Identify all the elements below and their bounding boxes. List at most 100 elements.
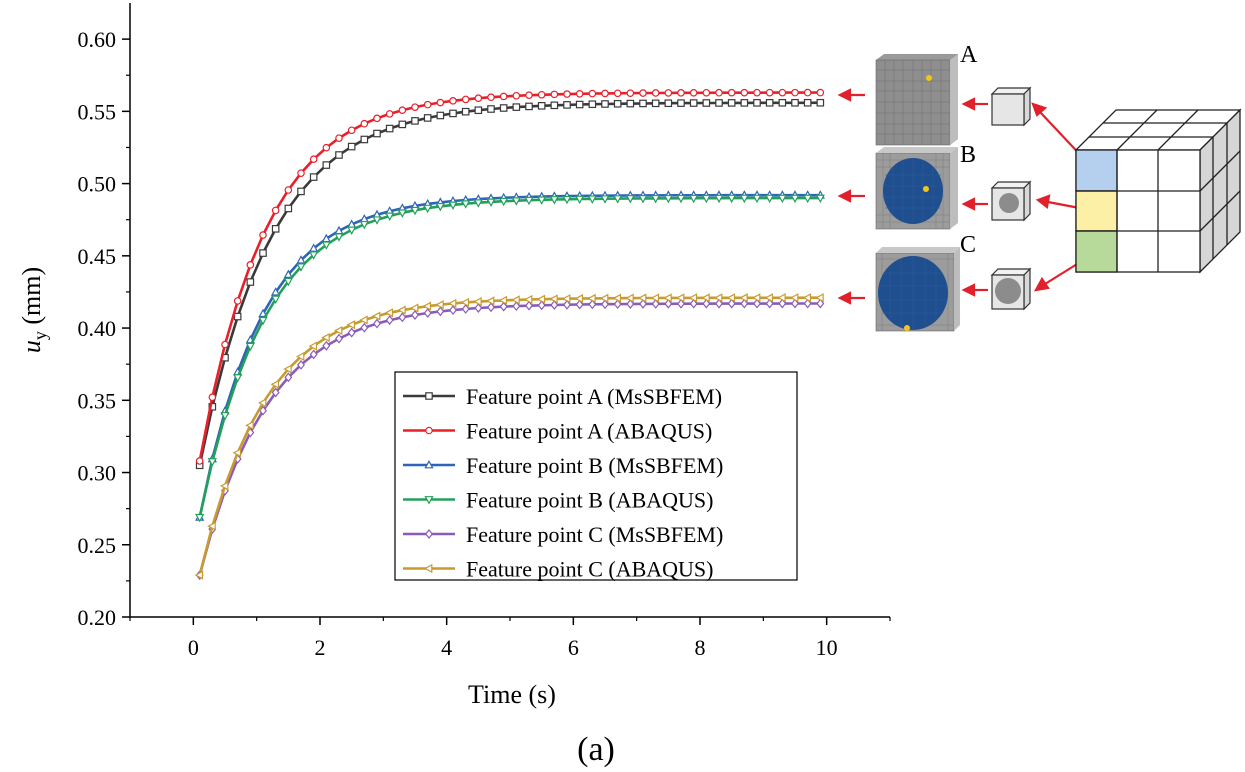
data-point xyxy=(334,233,344,242)
data-point xyxy=(574,293,584,304)
data-point xyxy=(727,298,736,309)
data-point xyxy=(499,301,508,312)
data-point xyxy=(789,293,799,303)
data-point xyxy=(778,298,787,309)
data-point xyxy=(676,194,686,204)
data-point xyxy=(663,194,673,204)
data-point xyxy=(435,202,445,212)
data-point xyxy=(751,293,761,303)
data-point xyxy=(587,195,597,204)
data-point xyxy=(308,341,318,351)
data-point xyxy=(512,103,521,111)
data-point xyxy=(511,197,521,206)
data-point xyxy=(689,99,698,107)
data-point xyxy=(257,398,267,408)
data-point xyxy=(512,301,521,312)
data-point xyxy=(335,151,343,159)
data-point xyxy=(232,448,242,458)
data-point xyxy=(422,301,432,311)
data-point xyxy=(675,293,685,303)
mesh-cube-a xyxy=(875,54,958,146)
arrow-unit-a-to-mesh xyxy=(961,97,988,111)
data-point xyxy=(233,374,243,383)
legend-swatch-marker xyxy=(425,529,433,539)
legend-swatch-marker xyxy=(425,426,433,435)
data-point xyxy=(373,318,381,329)
data-point xyxy=(765,99,774,107)
data-point xyxy=(815,194,825,204)
data-point xyxy=(803,298,812,309)
data-point xyxy=(753,298,761,309)
data-point xyxy=(702,99,711,107)
data-point xyxy=(778,88,787,97)
data-point xyxy=(765,298,774,309)
data-point xyxy=(271,206,280,215)
data-point xyxy=(233,297,242,305)
data-point xyxy=(689,298,698,309)
legend-item: Feature point B (MsSBFEM) xyxy=(403,453,723,478)
y-tick-label: 0.35 xyxy=(78,388,117,413)
data-point xyxy=(398,312,407,323)
data-point xyxy=(651,99,660,108)
legend-item: Feature point A (ABAQUS) xyxy=(403,419,712,444)
data-point xyxy=(613,195,623,204)
data-point xyxy=(297,169,305,177)
data-point xyxy=(664,89,673,97)
data-point xyxy=(575,195,585,205)
data-point xyxy=(588,100,597,109)
data-point xyxy=(372,216,382,225)
data-point xyxy=(714,194,724,204)
unit-cell-b xyxy=(990,180,1032,222)
data-point xyxy=(689,194,699,204)
data-point xyxy=(549,294,558,304)
data-point xyxy=(309,349,318,360)
data-point xyxy=(778,98,787,107)
data-point xyxy=(487,93,495,102)
data-point xyxy=(309,243,319,252)
data-point xyxy=(207,521,216,531)
data-point xyxy=(259,249,267,257)
data-point xyxy=(411,310,419,320)
data-point xyxy=(360,119,369,128)
data-point xyxy=(537,196,547,205)
legend-item: Feature point B (ABAQUS) xyxy=(403,488,713,513)
data-point xyxy=(588,299,597,310)
data-point xyxy=(549,196,559,205)
data-point xyxy=(639,99,647,108)
data-point xyxy=(626,299,635,309)
data-point xyxy=(449,305,457,316)
data-point xyxy=(512,91,521,100)
data-point xyxy=(195,457,204,465)
data-point xyxy=(322,161,331,169)
data-point xyxy=(460,297,470,308)
unit-cell-c xyxy=(990,267,1032,311)
y-tick-label: 0.60 xyxy=(78,27,117,52)
x-tick-label: 6 xyxy=(568,635,579,660)
data-point xyxy=(486,198,496,207)
data-point xyxy=(436,111,445,120)
series-feature-point-c-mssbfem xyxy=(195,298,825,581)
data-point xyxy=(702,88,711,97)
data-point xyxy=(791,88,799,97)
arrow-c-to-curve xyxy=(837,291,865,305)
data-point xyxy=(637,293,647,303)
data-point xyxy=(499,104,508,112)
legend-items: Feature point A (MsSBFEM) Feature point A… xyxy=(403,384,723,582)
data-point xyxy=(815,293,824,303)
data-point xyxy=(803,88,812,97)
data-point xyxy=(613,299,622,310)
data-point xyxy=(385,124,394,133)
data-point xyxy=(790,194,800,204)
data-point xyxy=(626,99,635,108)
data-point xyxy=(803,194,813,204)
data-point xyxy=(220,412,230,421)
data-point xyxy=(713,293,723,303)
lattice-cube xyxy=(1074,108,1242,274)
data-point xyxy=(360,322,369,333)
data-point xyxy=(398,106,407,114)
data-point xyxy=(613,89,622,98)
data-point xyxy=(221,340,229,349)
data-point xyxy=(639,89,647,97)
data-point xyxy=(664,99,673,108)
data-point xyxy=(638,195,648,204)
